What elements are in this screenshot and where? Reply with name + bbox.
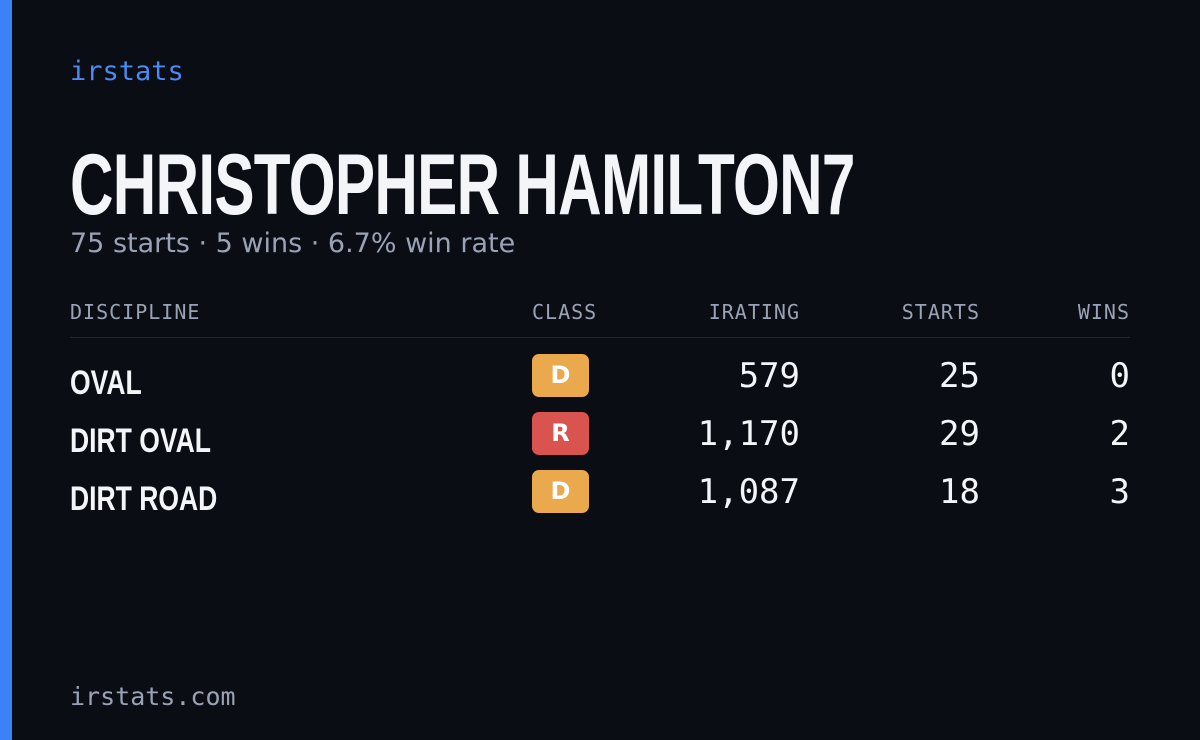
- class-badge: D: [532, 470, 589, 513]
- wins-header: WINS: [1077, 300, 1130, 324]
- brand: irstats: [70, 56, 184, 87]
- starts: 18: [939, 472, 980, 512]
- class-badge: D: [532, 354, 589, 397]
- discipline: DIRT ROAD: [70, 480, 218, 518]
- class-header: CLASS: [532, 300, 598, 324]
- class-badge: R: [532, 412, 589, 455]
- irating: 579: [738, 356, 800, 396]
- starts: 25: [939, 356, 980, 396]
- driver-name: CHRISTOPHER HAMILTON7: [70, 137, 855, 233]
- irating-header: IRATING: [708, 300, 800, 324]
- footer-url: irstats.com: [70, 682, 236, 711]
- wins: 2: [1109, 414, 1130, 454]
- discipline: DIRT OVAL: [70, 422, 211, 460]
- starts-header: STARTS: [901, 300, 980, 324]
- irating: 1,170: [697, 414, 800, 454]
- discipline: OVAL: [70, 364, 142, 402]
- summary: 75 starts · 5 wins · 6.7% win rate: [70, 228, 516, 259]
- starts: 29: [939, 414, 980, 454]
- accent-stripe: [0, 0, 12, 740]
- wins: 0: [1109, 356, 1130, 396]
- discipline-header: DISCIPLINE: [70, 300, 201, 324]
- header-rule: [70, 337, 1130, 338]
- wins: 3: [1109, 472, 1130, 512]
- irating: 1,087: [697, 472, 800, 512]
